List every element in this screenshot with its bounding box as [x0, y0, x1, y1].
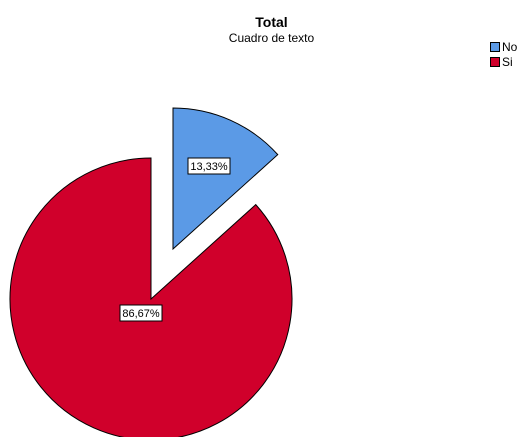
data-label-box: [119, 304, 163, 322]
data-label-si: 86,67%: [119, 304, 163, 322]
legend-item-no: No: [490, 39, 517, 54]
legend-item-si: Si: [490, 54, 517, 69]
data-label-no: 13,33%: [187, 157, 231, 175]
pie-slice-no: [172, 107, 279, 251]
legend-swatch-si: [490, 56, 500, 67]
legend-swatch-no: [490, 41, 500, 52]
data-label-text: 86,67%: [122, 308, 160, 320]
pie-slice-si: [9, 157, 293, 437]
chart-title: Total: [255, 14, 288, 30]
legend: No Si: [490, 39, 517, 69]
legend-label-no: No: [502, 39, 518, 54]
data-label-text: 13,33%: [190, 161, 228, 173]
chart-subtitle: Cuadro de texto: [228, 31, 315, 45]
data-label-box: [187, 157, 231, 175]
legend-label-si: Si: [502, 54, 513, 69]
